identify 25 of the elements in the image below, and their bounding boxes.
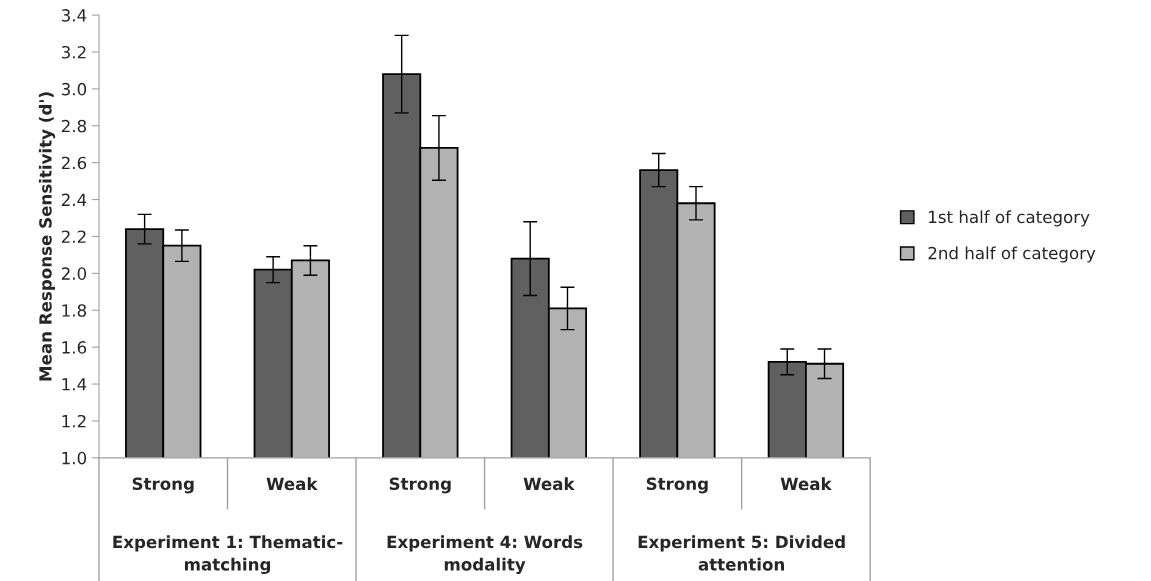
legend-label: 1st half of category	[929, 210, 1090, 227]
y-tick-label: 1.6	[62, 341, 87, 354]
text: Experiment 5: Divided attention	[638, 535, 845, 571]
y-tick-label: 1.0	[62, 451, 87, 465]
y-tick-label: 3.0	[61, 82, 87, 96]
x-tick-label: Weak	[266, 477, 318, 491]
y-tick-label: 3.4	[61, 9, 87, 22]
x-tick-label: Strong	[132, 477, 194, 494]
y-tick-label: 3.2	[61, 45, 86, 59]
y-tick-label: 1.2	[62, 414, 86, 428]
x-tick-label: Weak	[523, 477, 575, 491]
x-tick-label: Weak	[780, 477, 832, 491]
x-tick-label: Strong	[389, 477, 451, 494]
y-tick-label: 2.2	[61, 230, 86, 243]
y-tick-label: 2.6	[61, 156, 87, 170]
y-axis-title: Mean Response Sensitivity (d')	[38, 92, 56, 381]
y-tick-label: 2.8	[61, 119, 87, 133]
legend-label: 2nd half of category	[928, 246, 1096, 263]
text: Experiment 1: Thematic-matching	[113, 535, 343, 575]
y-tick-label: 2.0	[61, 267, 87, 280]
text: Experiment 4: Words modality	[387, 535, 583, 575]
x-tick-label: Strong	[646, 477, 708, 494]
y-tick-label: 2.4	[61, 193, 87, 206]
y-tick-label: 1.4	[62, 378, 87, 391]
y-tick-label: 1.8	[62, 304, 87, 317]
